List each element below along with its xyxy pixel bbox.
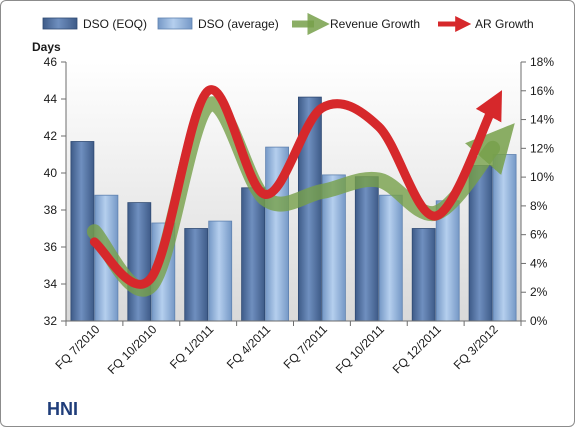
legend-swatch-dso-eoq [42,17,78,30]
x-tick-label-7: FQ 3/2012 [451,322,501,372]
legend-label-dso-eoq: DSO (EOQ) [83,17,147,31]
ar-growth-line-point-2 [207,89,210,92]
revenue-growth-line-point-4 [320,190,323,193]
legend-label-revenue-growth: Revenue Growth [330,17,420,31]
revenue-growth-line-point-7 [491,147,494,150]
x-tick-label-0: FQ 7/2010 [53,322,103,372]
ar-growth-line-point-7 [491,107,494,110]
ar-growth-line [89,85,502,289]
ar-growth-line-point-3 [264,193,267,196]
lines-layer [86,85,515,297]
y-tick-label-3: 38 [44,203,58,217]
bar-dso-average-5 [378,194,403,322]
y2-tick-label-5: 10% [530,170,554,184]
y-tick-label-6: 44 [44,92,58,106]
revenue-growth-line-point-2 [207,104,210,107]
y2-tick-label-0: 0% [530,314,548,328]
bar-dso-eoq-1 [127,202,152,322]
bar-dso-eoq-3 [241,187,266,322]
x-tick-label-5: FQ 10/2011 [333,322,387,376]
y2-tick-label-2: 4% [530,256,548,270]
y2-tick-label-4: 8% [530,199,548,213]
legend-label-ar-growth: AR Growth [475,17,534,31]
y-tick-label-1: 34 [44,277,58,291]
y2-tick-label-9: 18% [530,55,554,69]
legend: DSO (EOQ) DSO (average) Revenue Growth AR G… [42,12,534,36]
bar-dso-eoq-2 [184,228,209,322]
bar-dso-average-2 [208,220,233,322]
bar-dso-eoq-7 [468,165,493,322]
y2-tick-label-8: 16% [530,84,554,98]
x-tick-label-4: FQ 7/2011 [281,322,331,372]
revenue-growth-line-point-5 [377,179,380,182]
y-tick-label-5: 42 [44,129,58,143]
x-tick-label-2: FQ 1/2011 [167,322,217,372]
ar-growth-line-point-5 [377,125,380,128]
x-tick-label-3: FQ 4/2011 [224,322,274,372]
brand-label: HNI [47,399,78,419]
legend-swatch-dso-average [157,17,193,30]
ar-growth-line-point-4 [320,107,323,110]
bar-dso-average-7 [492,154,517,322]
left-axis-title: Days [32,40,61,54]
revenue-growth-line-point-0 [93,230,96,233]
x-tick-label-1: FQ 10/2010 [105,322,160,377]
x-tick-label-6: FQ 12/2011 [390,322,444,376]
bar-dso-eoq-6 [411,228,436,322]
y2-tick-label-6: 12% [530,141,554,155]
y-tick-label-7: 46 [44,55,58,69]
bar-dso-eoq-5 [354,176,379,322]
ar-growth-line-point-0 [93,240,96,243]
y-tick-label-0: 32 [44,314,58,328]
y-tick-label-2: 36 [44,240,58,254]
ar-growth-line-point-6 [434,215,437,218]
y-tick-label-4: 40 [44,166,58,180]
y2-tick-label-1: 2% [530,285,548,299]
ar-growth-line-point-1 [150,276,153,279]
legend-label-dso-average: DSO (average) [198,17,279,31]
y2-tick-label-3: 6% [530,228,548,242]
y2-tick-label-7: 14% [530,113,554,127]
